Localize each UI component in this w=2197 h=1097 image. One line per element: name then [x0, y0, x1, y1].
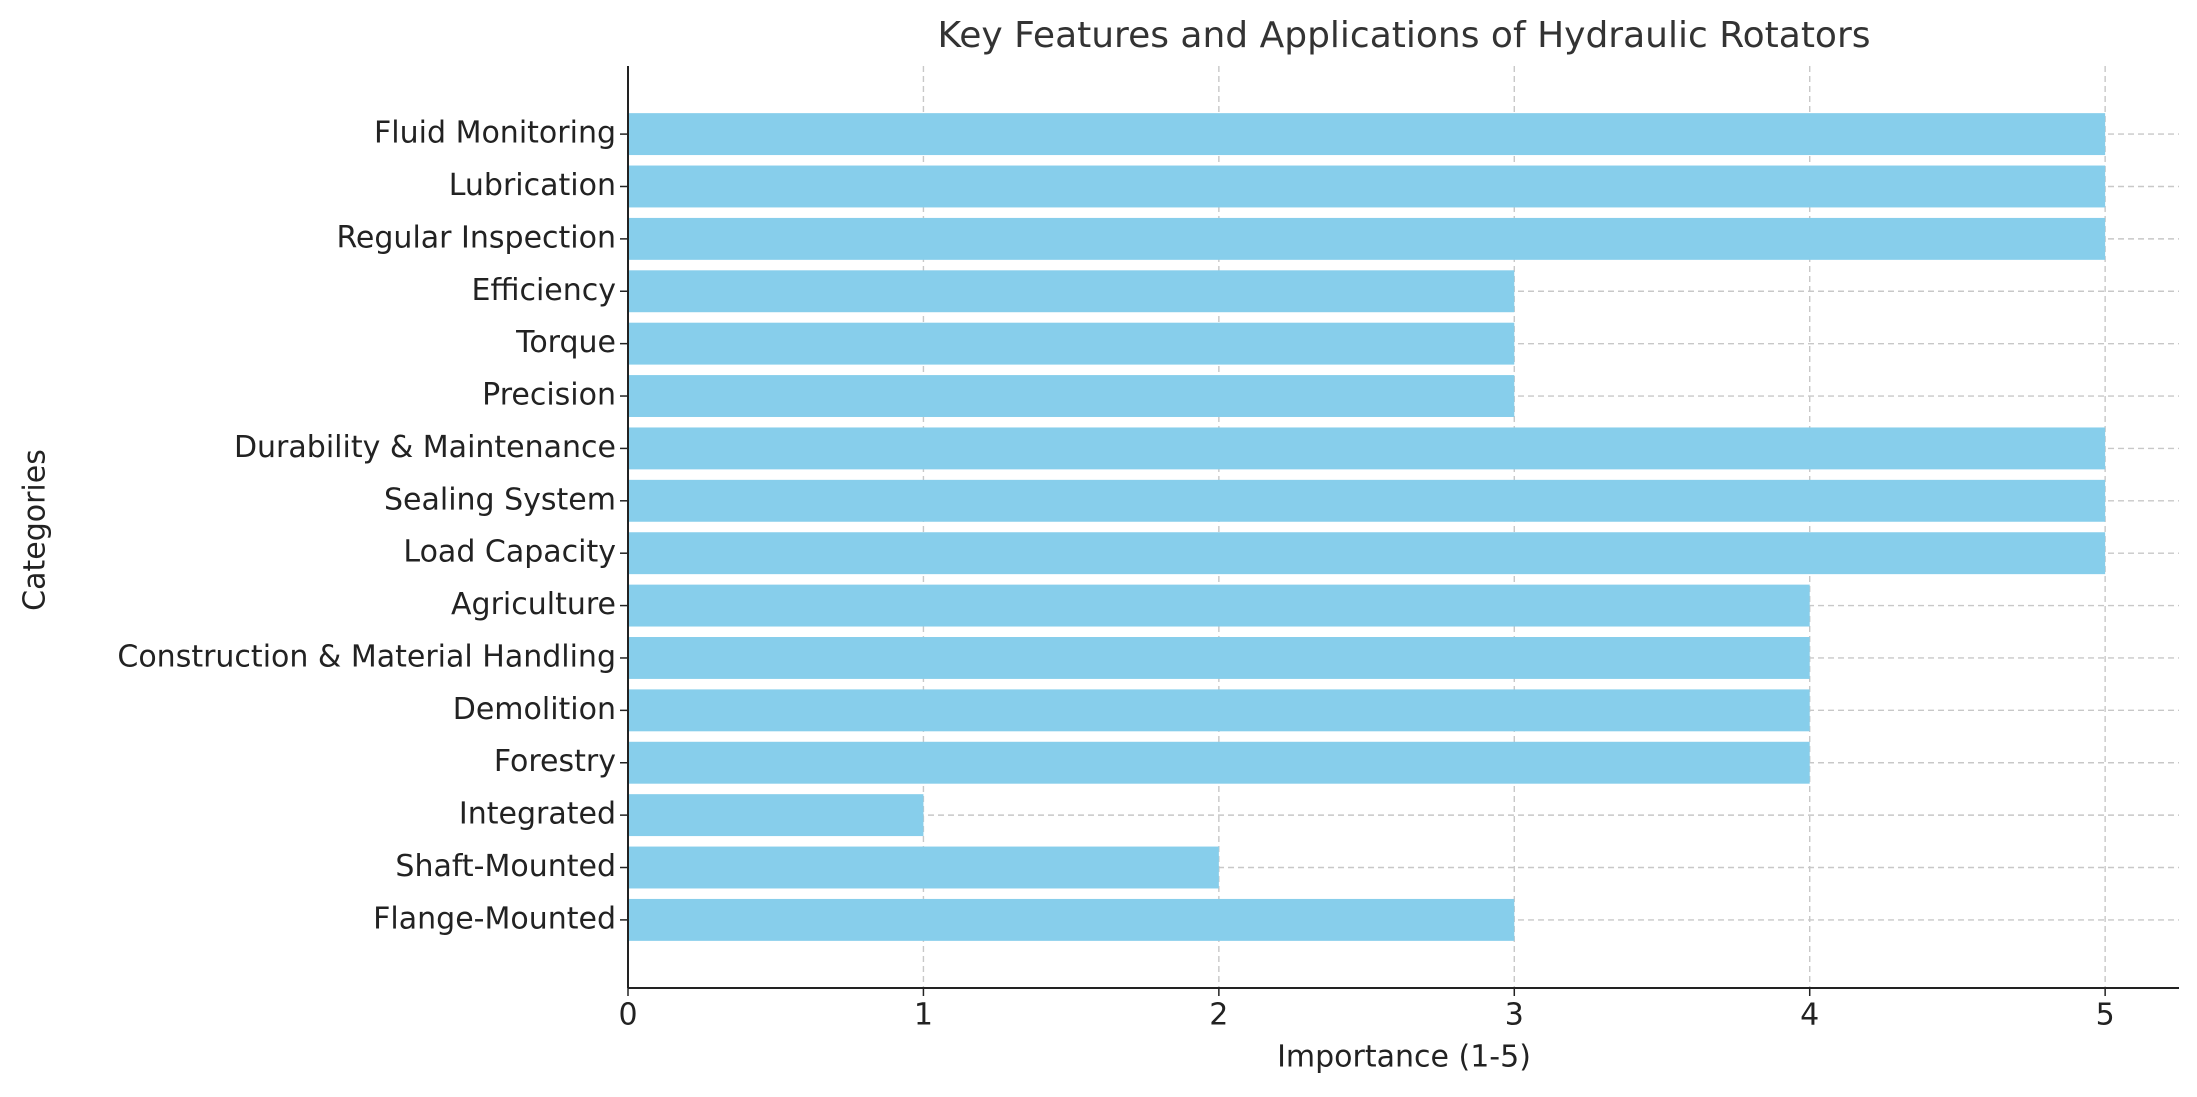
bar [628, 165, 2106, 208]
x-tick-label: 0 [618, 998, 637, 1033]
bar [628, 794, 924, 837]
bar [628, 375, 1515, 417]
bar [628, 584, 1810, 627]
y-tick-label: Flange-Mounted [373, 901, 616, 936]
bar [628, 637, 1810, 679]
y-tick-label: Durability & Maintenance [234, 430, 616, 465]
bar [628, 479, 2106, 522]
y-axis-label: Categories [18, 449, 53, 611]
bar [628, 270, 1515, 313]
y-tick-label: Load Capacity [403, 535, 616, 570]
y-tick-label: Torque [515, 325, 616, 360]
bar [628, 689, 1810, 732]
chart-title: Key Features and Applications of Hydraul… [937, 15, 1870, 56]
x-tick-label: 1 [914, 998, 933, 1033]
y-tick-label: Sealing System [384, 482, 616, 517]
y-tick-label: Demolition [453, 692, 616, 727]
y-tick-label: Lubrication [449, 168, 616, 203]
y-tick-label: Precision [482, 378, 616, 413]
bar [628, 898, 1515, 941]
y-tick-label: Agriculture [451, 587, 616, 622]
y-tick-label: Fluid Monitoring [374, 116, 616, 151]
y-tick-label: Shaft-Mounted [395, 849, 616, 884]
y-tick-label: Construction & Material Handling [117, 639, 616, 674]
bar [628, 217, 2106, 260]
x-tick-label: 2 [1209, 998, 1228, 1033]
x-axis-label: Importance (1-5) [1277, 1040, 1531, 1075]
y-tick-label: Forestry [494, 744, 616, 779]
bar [628, 532, 2106, 575]
bar [628, 322, 1515, 365]
x-tick-label: 5 [2096, 998, 2115, 1033]
bar [628, 427, 2106, 470]
x-tick-label: 3 [1505, 998, 1524, 1033]
y-tick-label: Integrated [459, 797, 616, 832]
bar [628, 846, 1219, 889]
bar [628, 741, 1810, 784]
y-tick-label: Efficiency [471, 273, 616, 308]
x-tick-label: 4 [1800, 998, 1819, 1033]
bar [628, 113, 2106, 156]
y-tick-label: Regular Inspection [336, 220, 616, 255]
